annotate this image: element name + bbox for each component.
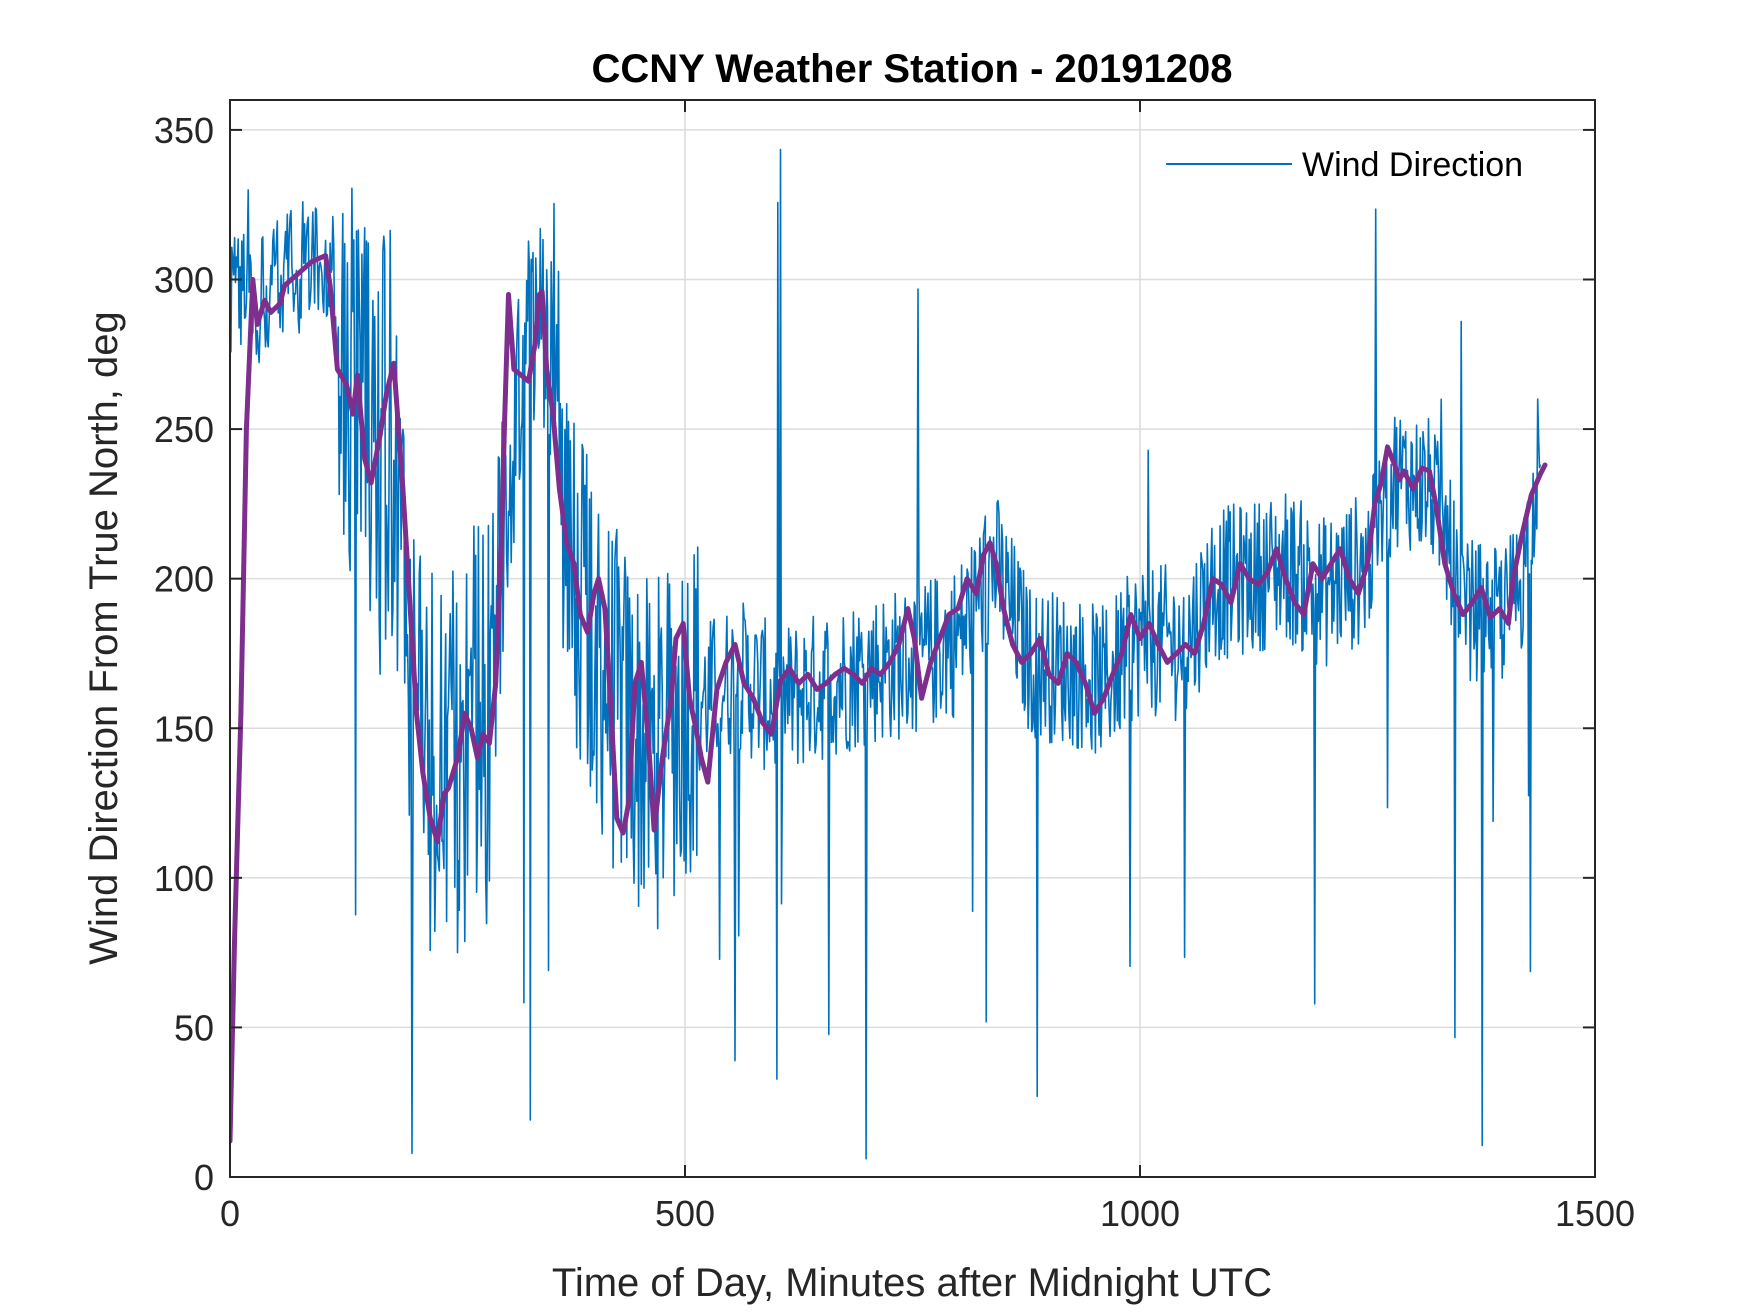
chart-title: CCNY Weather Station - 20191208 — [592, 47, 1233, 91]
plot-area-frame — [229, 99, 1596, 1178]
y-tick-label: 250 — [154, 409, 214, 450]
y-tick-label: 0 — [194, 1157, 214, 1198]
y-tick-label: 200 — [154, 559, 214, 600]
y-axis-label: Wind Direction From True North, deg — [82, 311, 126, 965]
x-tick-label: 500 — [655, 1193, 715, 1234]
legend-label-wind-direction: Wind Direction — [1302, 146, 1523, 184]
x-tick-label: 1000 — [1100, 1193, 1180, 1234]
y-tick-label: 300 — [154, 260, 214, 301]
y-tick-label: 50 — [174, 1007, 214, 1048]
y-tick-label: 150 — [154, 708, 214, 749]
series-line-wind-direction — [230, 148, 1542, 1160]
x-tick-label: 1500 — [1555, 1193, 1635, 1234]
x-axis-label: Time of Day, Minutes after Midnight UTC — [552, 1261, 1272, 1305]
x-tick-labels: 0 500 1000 1500 — [220, 1193, 1635, 1234]
y-tick-labels: 0 50 100 150 200 250 300 350 — [154, 110, 214, 1198]
legend: Wind Direction — [1150, 134, 1560, 196]
tick-marks — [229, 100, 1596, 1178]
plot-series-group — [230, 148, 1548, 1160]
series-line-smoothed-wind-direction — [230, 253, 1548, 1144]
y-tick-label: 100 — [154, 858, 214, 899]
x-tick-label: 0 — [220, 1193, 240, 1234]
y-tick-label: 350 — [154, 110, 214, 151]
